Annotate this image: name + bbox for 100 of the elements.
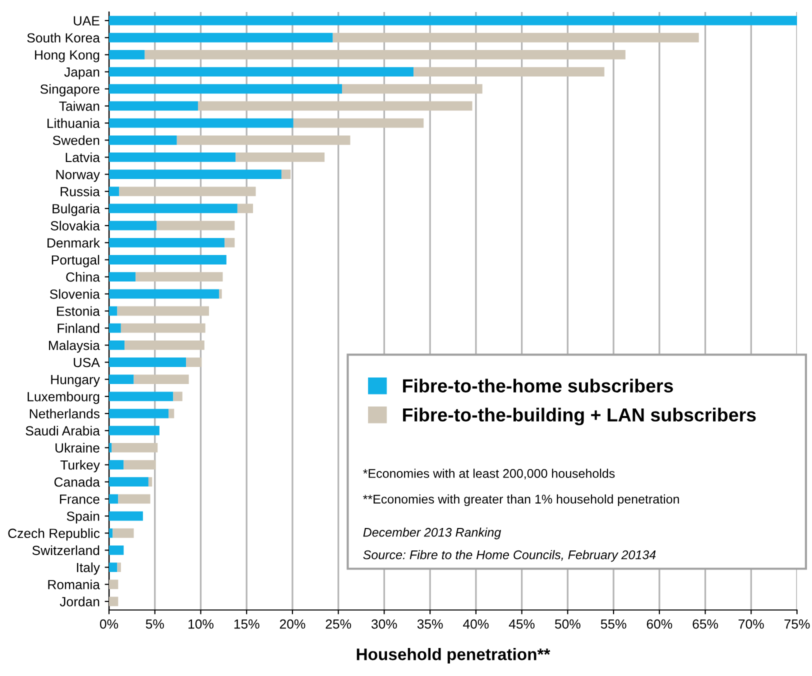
x-tick-label: 10%	[188, 619, 214, 629]
bar	[109, 186, 120, 196]
bar	[112, 442, 158, 452]
y-tick-label: Norway	[56, 170, 100, 182]
y-tick-label: Saudi Arabia	[26, 426, 100, 436]
bar	[109, 546, 124, 555]
x-tick-label: 0%	[100, 619, 118, 629]
bar	[109, 135, 177, 145]
x-tick-label: 30%	[372, 619, 397, 629]
bar	[186, 358, 202, 367]
annotation: December 2013 Ranking	[363, 528, 502, 540]
bar	[117, 562, 121, 572]
x-tick-label: 20%	[280, 619, 306, 629]
bar	[109, 596, 118, 606]
y-tick-label: Canada	[54, 477, 100, 487]
bar	[109, 442, 112, 452]
x-tick-label: 15%	[234, 619, 260, 629]
bar	[112, 528, 134, 538]
y-tick-label: Taiwan	[59, 101, 100, 111]
y-tick-label: Singapore	[40, 84, 100, 96]
bar	[124, 340, 204, 350]
x-axis-title: Household penetration**	[356, 648, 550, 664]
y-tick-label: France	[60, 494, 100, 504]
y-tick-label: Turkey	[60, 460, 100, 472]
x-tick-label: 60%	[646, 619, 672, 629]
bar	[168, 408, 174, 418]
bar	[109, 306, 118, 316]
y-tick-label: USA	[74, 358, 100, 368]
x-tick-label: 55%	[600, 619, 626, 629]
bar	[109, 170, 282, 180]
bar	[109, 426, 160, 436]
bar	[144, 50, 626, 60]
bar	[109, 477, 148, 487]
y-tick-label: Sweden	[52, 135, 100, 146]
bar	[109, 238, 225, 248]
bar	[236, 152, 325, 162]
bar	[176, 135, 350, 145]
bar	[109, 101, 198, 111]
x-tick-label: 25%	[326, 619, 352, 629]
bar	[148, 477, 152, 487]
y-tick-label: Bulgaria	[52, 204, 100, 216]
bar	[109, 460, 124, 470]
y-tick-label: UAE	[74, 16, 100, 26]
x-tick-label: 50%	[554, 619, 580, 629]
bar	[156, 220, 235, 230]
bar	[224, 238, 235, 248]
y-tick-label: South Korea	[27, 32, 100, 43]
y-tick-label: Spain	[66, 511, 100, 524]
bar	[109, 67, 414, 76]
y-tick-label: Slovakia	[50, 220, 100, 230]
bar	[134, 374, 189, 384]
bar	[414, 67, 604, 76]
bar	[109, 220, 157, 230]
bar	[109, 323, 121, 333]
bar	[109, 289, 220, 299]
y-tick-label: Russia	[60, 186, 100, 196]
y-tick-label: Netherlands	[30, 408, 100, 418]
bar	[109, 50, 145, 60]
y-tick-label: Japan	[64, 68, 100, 80]
x-tick-label: 35%	[417, 619, 443, 629]
y-tick-label: Ukraine	[56, 442, 100, 453]
bar	[109, 528, 113, 538]
bar	[118, 494, 150, 504]
x-tick-label: 45%	[508, 619, 535, 629]
bar	[109, 494, 118, 504]
bar	[109, 511, 143, 521]
bar	[109, 272, 136, 282]
x-tick-label: 75%	[784, 619, 810, 629]
bar	[109, 16, 797, 26]
legend-label: Fibre-to-the-building + LAN subscribers	[403, 408, 756, 426]
bar	[109, 152, 236, 162]
x-tick-label: 70%	[738, 619, 764, 629]
y-tick-label: Finland	[58, 323, 100, 333]
legend-label: Fibre-to-the-home subscribers	[403, 378, 673, 393]
bar	[342, 84, 482, 94]
bar	[173, 392, 182, 402]
y-tick-label: Switzerland	[32, 545, 100, 556]
bar	[109, 392, 174, 402]
y-tick-label: Jordan	[60, 596, 100, 606]
annotation: *Economies with at least 200,000 households	[363, 468, 615, 480]
bar	[219, 289, 222, 299]
bar	[332, 32, 699, 42]
bar	[109, 408, 169, 418]
bar	[281, 170, 291, 180]
y-tick-label: Hungary	[51, 375, 100, 387]
bar	[117, 306, 209, 316]
bar	[293, 118, 424, 128]
y-tick-label: Denmark	[48, 238, 100, 248]
bar	[109, 32, 333, 42]
y-tick-label: Italy	[76, 562, 100, 575]
x-tick-label: 65%	[692, 619, 718, 629]
bar	[109, 580, 118, 590]
y-tick-label: Portugal	[52, 254, 100, 268]
y-tick-label: Malaysia	[48, 340, 100, 353]
x-tick-label: 5%	[146, 619, 164, 629]
bar	[109, 358, 186, 367]
bar	[109, 562, 118, 572]
y-tick-label: Czech Republic	[8, 528, 100, 541]
y-tick-label: China	[66, 272, 100, 282]
y-tick-label: Estonia	[57, 306, 100, 316]
